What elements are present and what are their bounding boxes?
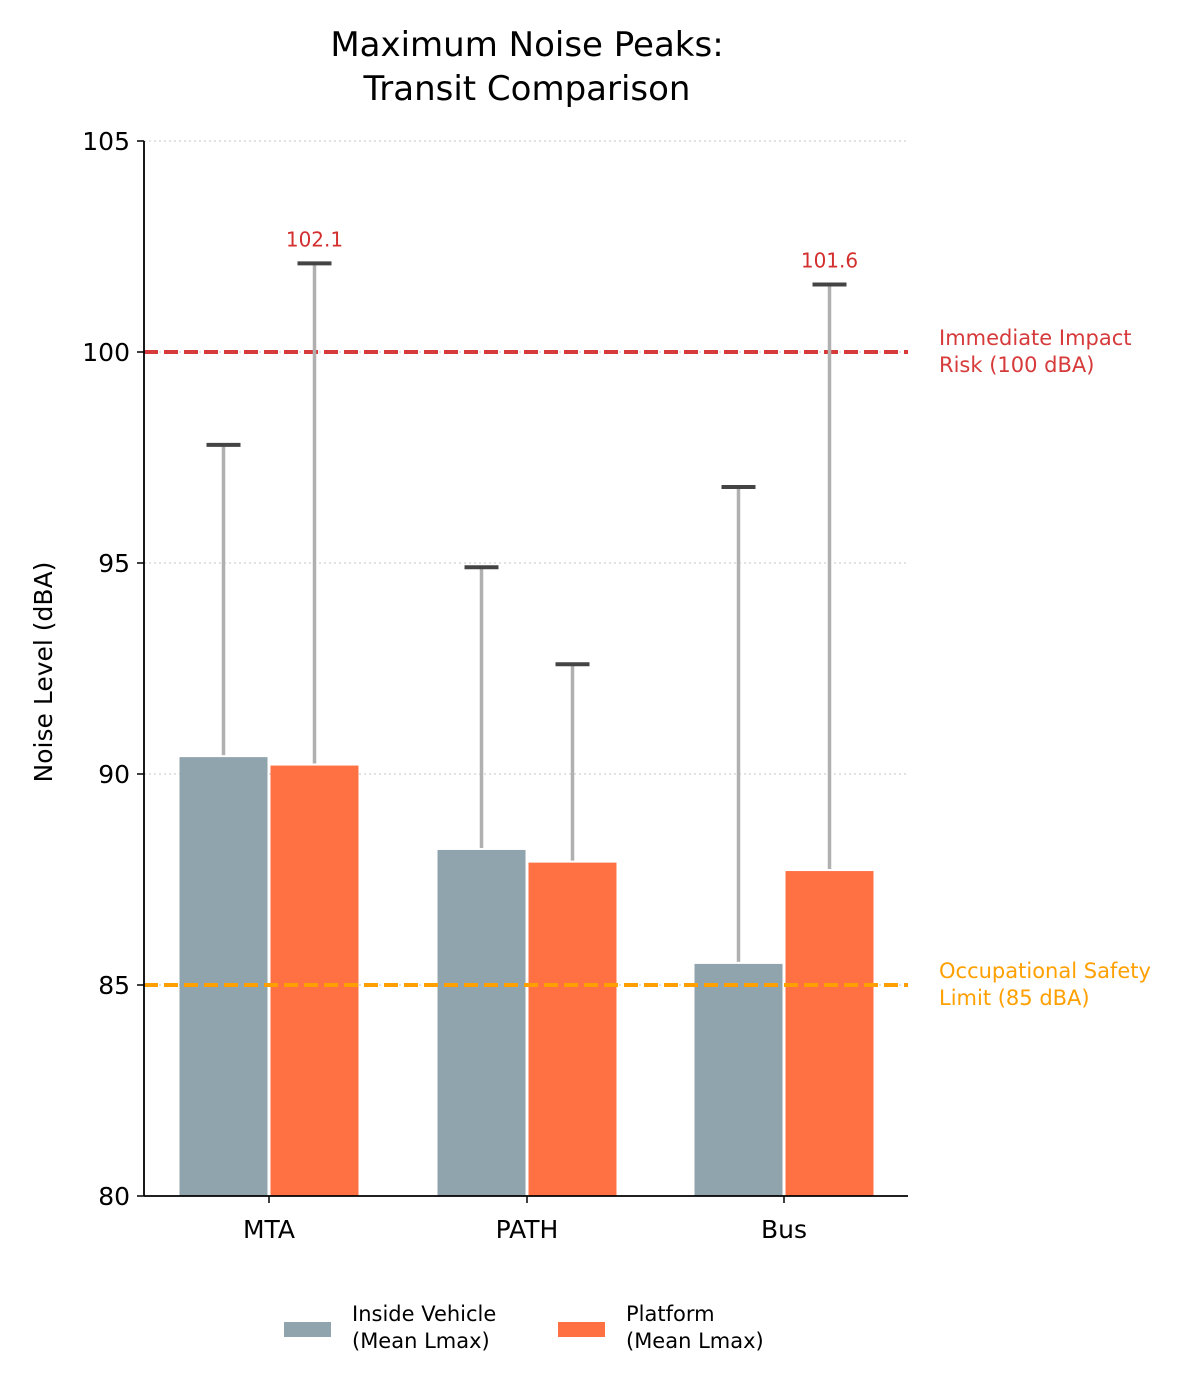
y-tick-label: 105 xyxy=(82,127,130,156)
y-tick-label: 80 xyxy=(98,1182,130,1211)
x-tick-label: MTA xyxy=(243,1215,295,1244)
bar-platform xyxy=(270,765,359,1196)
legend-swatch xyxy=(558,1322,605,1337)
reference-line-label: Limit (85 dBA) xyxy=(939,986,1090,1010)
y-tick-label: 100 xyxy=(82,338,130,367)
bar-platform xyxy=(785,871,874,1196)
y-axis-label: Noise Level (dBA) xyxy=(29,562,58,783)
y-tick-label: 85 xyxy=(98,971,130,1000)
legend-label: (Mean Lmax) xyxy=(352,1329,490,1353)
y-tick-label: 95 xyxy=(98,549,130,578)
legend-label: Platform xyxy=(626,1302,715,1326)
chart-title-line-2: Transit Comparison xyxy=(362,69,690,109)
legend-label: Inside Vehicle xyxy=(352,1302,496,1326)
bar-inside-vehicle xyxy=(694,963,783,1196)
x-tick-label: Bus xyxy=(761,1215,807,1244)
reference-line-label: Immediate Impact xyxy=(939,326,1132,350)
bar-inside-vehicle xyxy=(179,757,268,1196)
x-tick-label: PATH xyxy=(496,1215,559,1244)
bar-inside-vehicle xyxy=(437,849,526,1196)
max-value-label: 102.1 xyxy=(286,227,343,251)
reference-line-label: Occupational Safety xyxy=(939,959,1151,983)
y-tick-label: 90 xyxy=(98,760,130,789)
reference-line-label: Risk (100 dBA) xyxy=(939,353,1094,377)
legend-swatch xyxy=(284,1322,331,1337)
bar-platform xyxy=(528,862,617,1196)
max-value-label: 101.6 xyxy=(801,248,858,272)
chart-title-line-1: Maximum Noise Peaks: xyxy=(330,25,723,65)
legend-label: (Mean Lmax) xyxy=(626,1329,764,1353)
